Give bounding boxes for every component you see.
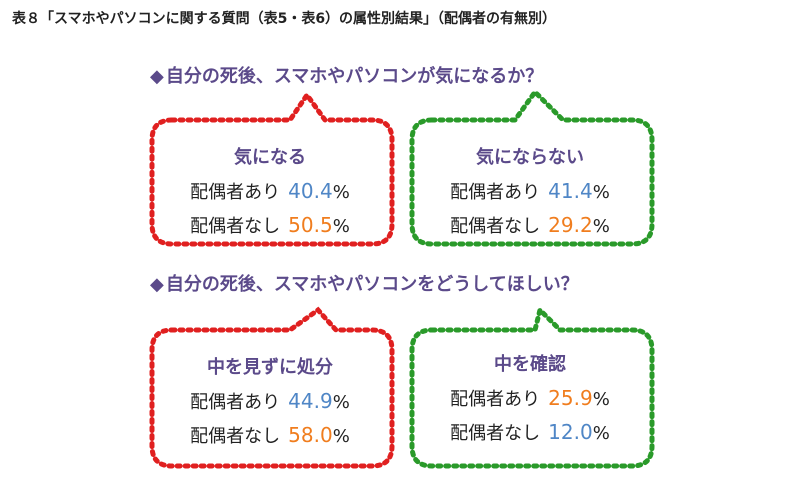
answer-title: 中を見ずに処分 xyxy=(207,357,333,378)
answer-title: 気になる xyxy=(234,147,306,168)
bubble-q2-right xyxy=(409,305,655,469)
row-unit: % xyxy=(332,392,350,413)
row-label: 配偶者あり xyxy=(450,389,541,410)
row-value: 25.9 xyxy=(548,386,593,410)
answer-row: 配偶者なし 58.0% xyxy=(158,419,382,453)
answer-box-q2-left: 中を見ずに処分 配偶者あり 44.9% 配偶者なし 58.0% xyxy=(158,353,382,453)
answer-box-q1-left: 気になる 配偶者あり 40.4% 配偶者なし 50.5% xyxy=(158,143,382,243)
figure-caption: 表８「スマホやパソコンに関する質問（表5・表6）の属性別結果」（配偶者の有無別） xyxy=(12,11,557,27)
answer-row: 配偶者あり 25.9% xyxy=(418,382,642,416)
row-unit: % xyxy=(332,216,350,237)
row-unit: % xyxy=(592,389,610,410)
row-label: 配偶者なし xyxy=(450,216,541,237)
bubble-q2-left xyxy=(149,306,395,469)
answer-title: 気にならない xyxy=(476,147,584,168)
row-label: 配偶者あり xyxy=(450,182,541,203)
row-value: 12.0 xyxy=(548,420,593,444)
answer-box-q2-right: 中を確認 配偶者あり 25.9% 配偶者なし 12.0% xyxy=(418,350,642,450)
bubble-q1-left xyxy=(149,90,395,247)
row-unit: % xyxy=(332,182,350,203)
answer-row: 配偶者なし 12.0% xyxy=(418,416,642,450)
row-unit: % xyxy=(592,182,610,203)
row-value: 50.5 xyxy=(288,213,333,237)
row-label: 配偶者なし xyxy=(190,216,281,237)
row-value: 44.9 xyxy=(288,389,333,413)
answer-box-q1-right: 気にならない 配偶者あり 41.4% 配偶者なし 29.2% xyxy=(418,143,642,243)
answer-row: 配偶者なし 50.5% xyxy=(158,209,382,243)
row-value: 40.4 xyxy=(288,179,333,203)
row-label: 配偶者なし xyxy=(190,426,281,447)
answer-row: 配偶者あり 40.4% xyxy=(158,175,382,209)
answer-row: 配偶者あり 44.9% xyxy=(158,385,382,419)
row-unit: % xyxy=(592,216,610,237)
answer-row: 配偶者なし 29.2% xyxy=(418,209,642,243)
row-unit: % xyxy=(592,423,610,444)
question-1: ◆ 自分の死後、スマホやパソコンが気になるか？ xyxy=(150,62,543,88)
row-value: 41.4 xyxy=(548,179,593,203)
answer-title: 中を確認 xyxy=(494,354,566,375)
bubble-q1-right xyxy=(409,88,655,247)
diamond-marker-icon: ◆ xyxy=(150,66,164,87)
row-value: 58.0 xyxy=(288,423,333,447)
answer-row: 配偶者あり 41.4% xyxy=(418,175,642,209)
row-label: 配偶者あり xyxy=(190,392,281,413)
question-1-text: 自分の死後、スマホやパソコンが気になるか？ xyxy=(165,66,544,87)
row-value: 29.2 xyxy=(548,213,593,237)
question-2-text: 自分の死後、スマホやパソコンをどうしてほしい？ xyxy=(165,274,579,295)
row-unit: % xyxy=(332,426,350,447)
row-label: 配偶者なし xyxy=(450,423,541,444)
question-2: ◆ 自分の死後、スマホやパソコンをどうしてほしい？ xyxy=(150,270,579,296)
row-label: 配偶者あり xyxy=(190,182,281,203)
diamond-marker-icon: ◆ xyxy=(150,274,164,295)
